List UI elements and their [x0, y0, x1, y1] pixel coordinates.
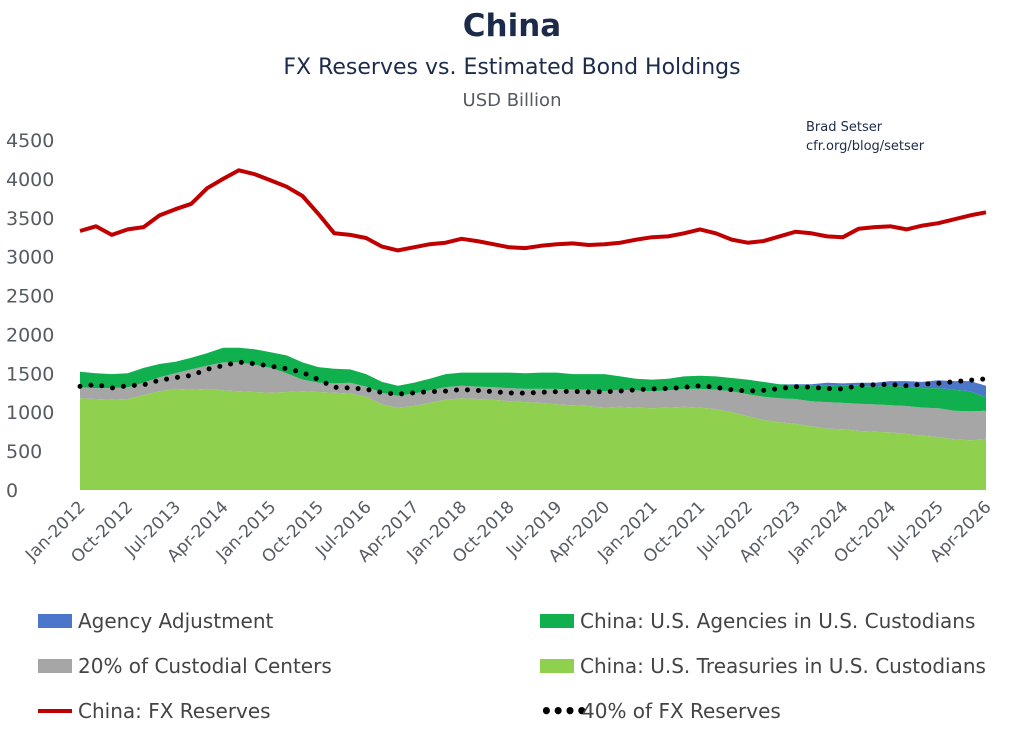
y-tick-label: 3500	[6, 208, 54, 230]
legend-us-treasuries: China: U.S. Treasuries in U.S. Custodian…	[540, 651, 986, 681]
chart-subtitle: FX Reserves vs. Estimated Bond Holdings	[283, 55, 741, 80]
y-tick-label: 2000	[6, 324, 54, 346]
x-axis: Jan-2012Oct-2012Jul-2013Apr-2014Jan-2015…	[21, 497, 995, 567]
legend-label: China: U.S. Treasuries in U.S. Custodian…	[580, 654, 986, 678]
legend-label: 20% of Custodial Centers	[78, 654, 332, 678]
y-tick-label: 4500	[6, 130, 54, 152]
y-tick-label: 2500	[6, 286, 54, 308]
y-tick-label: 4000	[6, 169, 54, 191]
area-20-of-custodial-centers	[80, 362, 986, 441]
area-china-u-s-agencies-in-u-s-custodians	[80, 347, 986, 412]
line-china-fx-reserves	[79, 168, 987, 253]
legend-dots: ••••	[540, 699, 588, 723]
credit-author: Brad Setser	[806, 120, 883, 135]
y-tick-label: 3000	[6, 247, 54, 269]
legend-swatch	[38, 709, 72, 713]
legend-40pct-fx: •••• 40% of FX Reserves	[540, 696, 781, 726]
area-layers	[80, 347, 986, 490]
legend-label: China: FX Reserves	[78, 699, 271, 723]
area-china-u-s-treasuries-in-u-s-custodians	[80, 388, 986, 490]
y-tick-label: 1000	[6, 402, 54, 424]
legend-swatch	[38, 659, 72, 673]
legend-label: Agency Adjustment	[78, 609, 274, 633]
y-axis: 0 500 1000 1500 2000 2500 3000 3500 4000 4500	[6, 130, 54, 502]
legend-label: 40% of FX Reserves	[582, 699, 781, 723]
dotted-line-40-of-fx-reserves	[77, 359, 989, 397]
legend-agency-adjustment: Agency Adjustment	[38, 606, 273, 636]
legend-swatch	[540, 614, 574, 628]
legend-label: China: U.S. Agencies in U.S. Custodians	[580, 609, 976, 633]
legend-swatch	[540, 659, 574, 673]
legend-fx-reserves: China: FX Reserves	[38, 696, 271, 726]
y-tick-label: 0	[6, 480, 18, 502]
y-tick-label: 1500	[6, 363, 54, 385]
credit-url: cfr.org/blog/setser	[806, 139, 925, 154]
legend-custodial-centers: 20% of Custodial Centers	[38, 651, 332, 681]
legend-us-agencies: China: U.S. Agencies in U.S. Custodians	[540, 606, 975, 636]
chart-units: USD Billion	[462, 90, 562, 111]
chart-plot: 0 500 1000 1500 2000 2500 3000 3500 4000 4500 Jan…	[6, 130, 996, 567]
chart-title: China	[462, 8, 562, 44]
y-tick-label: 500	[6, 441, 42, 463]
legend-swatch	[38, 614, 72, 628]
line-layers	[77, 168, 989, 397]
